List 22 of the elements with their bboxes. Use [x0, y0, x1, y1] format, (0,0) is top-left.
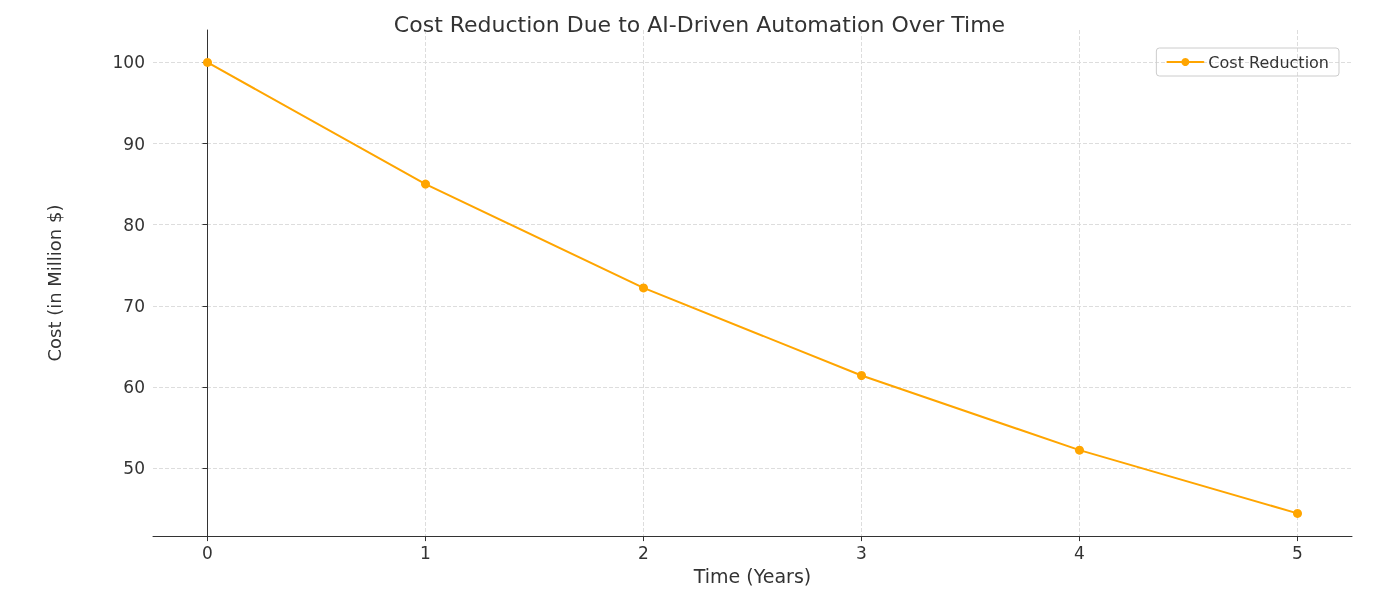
x-axis-title: Time (Years): [692, 564, 812, 587]
chart-title: Cost Reduction Due to AI-Driven Automation Over Time: [393, 11, 1006, 37]
y-tick-label: 90: [123, 133, 145, 154]
x-tick-label: 1: [420, 542, 431, 563]
point: [639, 283, 648, 293]
x-tick-label: 0: [202, 542, 213, 563]
point: [857, 371, 866, 381]
point: [1075, 445, 1084, 455]
y-tick-label: 100: [112, 52, 145, 73]
x-tick-label: 5: [1292, 542, 1303, 563]
point: [203, 57, 212, 67]
y-tick-label: 70: [123, 295, 145, 316]
y-tick-label: 50: [123, 457, 145, 478]
x-tick-label: 4: [1074, 542, 1085, 563]
y-tick-label: 60: [123, 376, 145, 397]
point: [421, 179, 430, 189]
x-tick-label: 3: [856, 542, 867, 563]
point: [1293, 508, 1302, 518]
y-tick-label: 80: [123, 214, 145, 235]
x-tick-label: 2: [638, 542, 649, 563]
y-axis-title: Cost (in Million $): [43, 204, 65, 362]
legend-label: Cost Reduction: [1208, 52, 1329, 72]
